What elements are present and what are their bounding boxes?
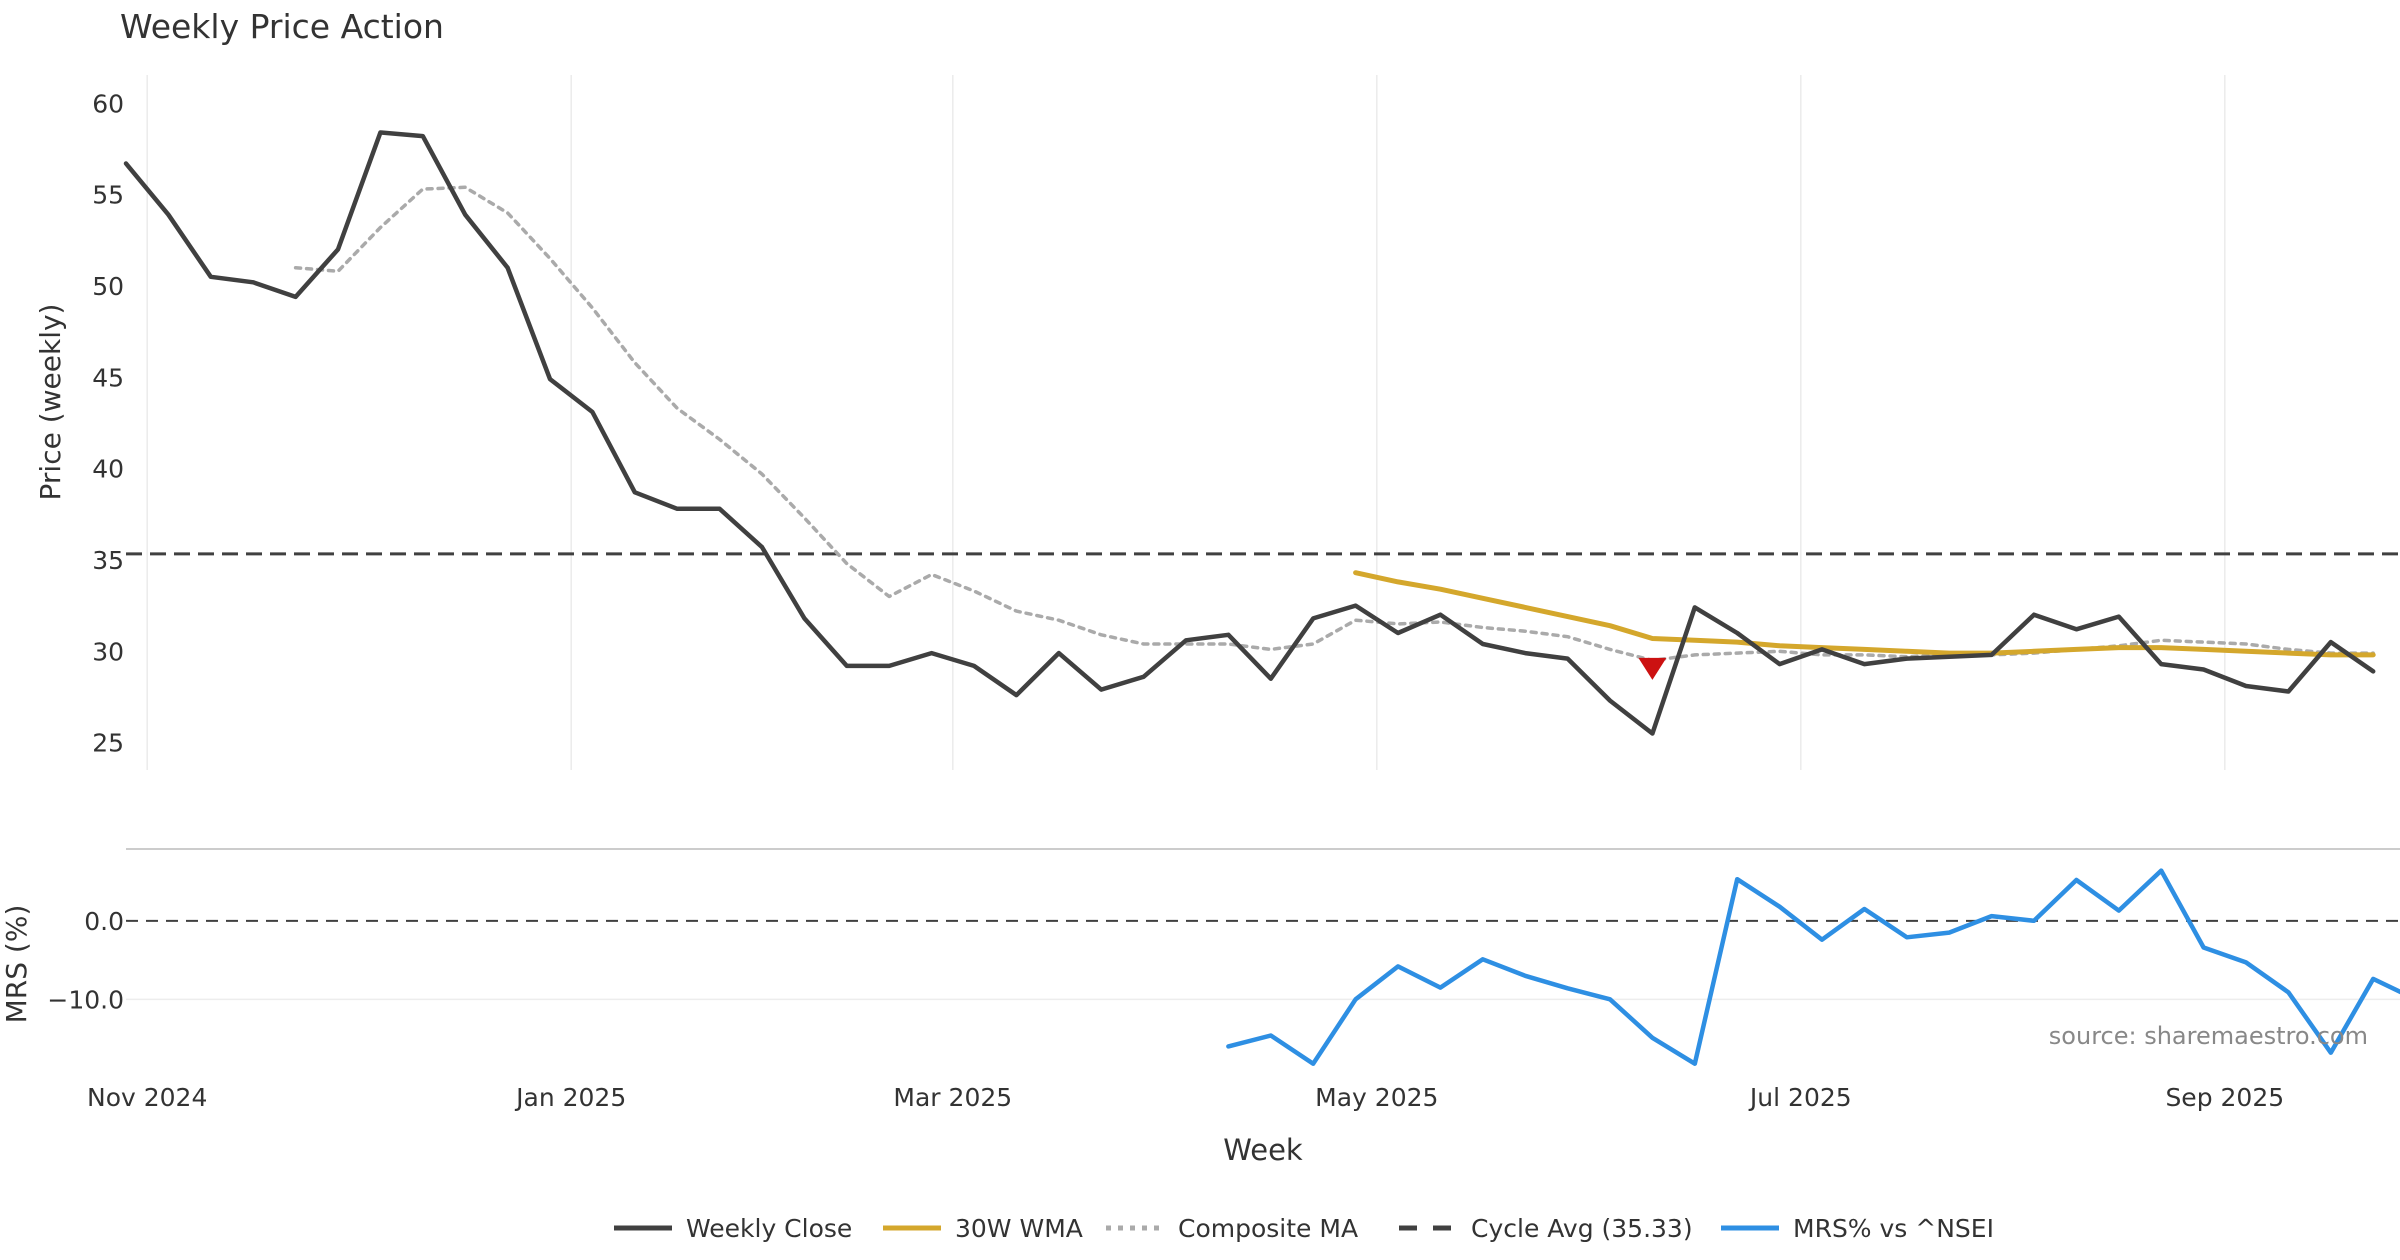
price-y-tick-label: 50 [92, 272, 124, 301]
chart-title: Weekly Price Action [120, 7, 444, 46]
legend-label: 30W WMA [955, 1214, 1083, 1243]
price-y-tick-label: 60 [92, 89, 124, 118]
mrs-y-ticks: 0.0 −10.0 [47, 907, 124, 1015]
legend-label: Cycle Avg (35.33) [1471, 1214, 1693, 1243]
source-note: source: sharemaestro.com [2049, 1022, 2368, 1050]
series-lines [123, 130, 2400, 1066]
x-tick-label: Mar 2025 [893, 1083, 1012, 1112]
price-y-tick-label: 30 [92, 637, 124, 666]
price-y-tick-label: 40 [92, 455, 124, 484]
x-tick-label: Jul 2025 [1748, 1083, 1852, 1112]
price-y-ticks: 25 30 35 40 45 50 55 60 [92, 89, 124, 757]
x-tick-label: Nov 2024 [87, 1083, 207, 1112]
x-tick-label: Sep 2025 [2165, 1083, 2284, 1112]
sell-signal-marker [1638, 657, 1667, 680]
grid [126, 75, 2400, 1001]
price-y-tick-label: 55 [92, 181, 124, 210]
x-ticks: Nov 2024 Jan 2025 Mar 2025 May 2025 Jul 2025… [87, 1083, 2284, 1112]
mrs-y-tick-label: −10.0 [47, 985, 124, 1014]
price-y-tick-label: 25 [92, 729, 124, 758]
legend-label: MRS% vs ^NSEI [1793, 1214, 1994, 1243]
series-mrs [1226, 868, 2400, 1066]
series-composite-ma [293, 185, 2375, 663]
legend: Weekly Close 30W WMA Composite MA Cycle Avg… [614, 1214, 1994, 1243]
series-weekly-close [123, 130, 2376, 736]
signal-markers [1638, 657, 1667, 680]
legend-label: Composite MA [1178, 1214, 1358, 1243]
series-30w-wma [1353, 570, 2376, 658]
x-tick-label: May 2025 [1315, 1083, 1438, 1112]
price-y-label: Price (weekly) [34, 304, 67, 501]
price-y-tick-label: 35 [92, 546, 124, 575]
x-axis-label: Week [1223, 1133, 1303, 1167]
legend-label: Weekly Close [686, 1214, 852, 1243]
mrs-y-label: MRS (%) [0, 905, 33, 1024]
mrs-y-tick-label: 0.0 [84, 907, 124, 936]
price-y-tick-label: 45 [92, 363, 124, 392]
x-tick-label: Jan 2025 [514, 1083, 626, 1112]
